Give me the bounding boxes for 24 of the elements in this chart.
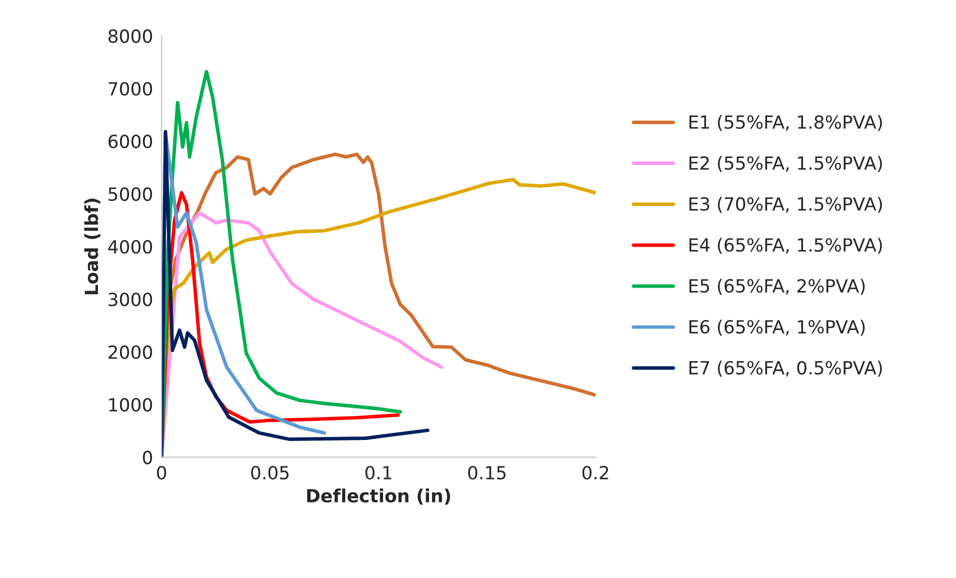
legend-label: E1 (55%FA, 1.8%PVA) — [689, 114, 882, 132]
legend-label: E3 (70%FA, 1.5%PVA) — [689, 196, 882, 213]
legend-label: E7 (65%FA, 0.5%PVA) — [689, 360, 882, 377]
y-tick-label: 2000 — [108, 345, 152, 359]
x-tick-label: 0.15 — [468, 466, 506, 480]
x-tick-label: 0.05 — [251, 466, 289, 480]
x-axis-title: Deflection (in) — [307, 488, 450, 505]
x-tick-label: 0 — [157, 466, 166, 480]
y-tick-label: 5000 — [108, 187, 152, 201]
y-axis-title: Load (lbf) — [84, 198, 100, 294]
legend-label: E2 (55%FA, 1.5%PVA) — [689, 156, 882, 172]
y-tick-label: 8000 — [108, 29, 152, 43]
x-tick-label: 0.1 — [365, 466, 392, 480]
y-tick-label: 3000 — [108, 292, 152, 306]
legend-label: E4 (65%FA, 1.5%PVA) — [689, 238, 882, 254]
line-series — [162, 130, 430, 458]
y-tick-label: 7000 — [108, 82, 152, 96]
y-tick-label: 4000 — [108, 240, 152, 254]
y-tick-label: 0 — [142, 450, 152, 464]
x-tick-label: 0.2 — [582, 466, 608, 480]
y-tick-label: 6000 — [108, 134, 152, 148]
legend-label: E5 (65%FA, 2%PVA) — [689, 278, 865, 295]
legend-label: E6 (65%FA, 1%PVA) — [689, 320, 865, 336]
y-tick-label: 1000 — [109, 398, 152, 412]
